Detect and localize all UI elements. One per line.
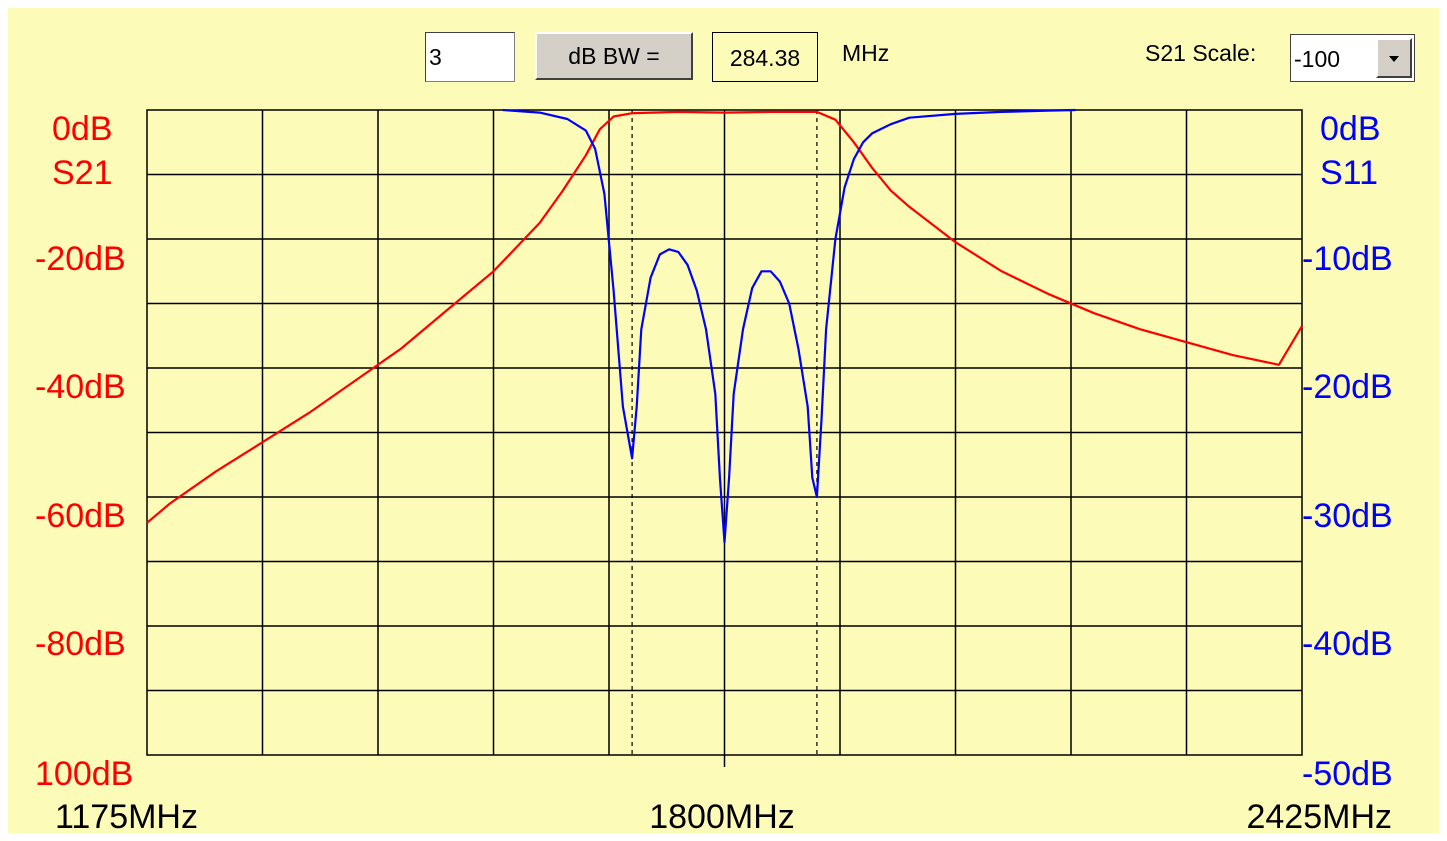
s11-tick-label: -50dB <box>1302 755 1393 793</box>
s11-tick-label: -30dB <box>1302 497 1393 535</box>
s21-tick-label: -80dB <box>35 625 126 663</box>
s11-trace-line <box>502 108 1076 544</box>
s21-tick-label: -40dB <box>35 368 126 406</box>
s11-tick-label: -20dB <box>1302 368 1393 406</box>
s11-tick-label: 0dB <box>1320 110 1381 148</box>
x-tick-label: 1800MHz <box>649 798 795 836</box>
bw-db-input[interactable]: 3 <box>425 32 515 82</box>
axis-labels: 0dB S21 -20dB -40dB -60dB -80dB 100dB 0d… <box>35 110 1393 836</box>
s21-tick-label: -60dB <box>35 497 126 535</box>
db-bw-button[interactable]: dB BW = <box>535 32 693 80</box>
bw-unit-label: MHz <box>842 40 890 66</box>
chevron-down-icon[interactable] <box>1376 38 1412 78</box>
s21-tick-label: -20dB <box>35 240 126 278</box>
chart-panel <box>8 8 1439 833</box>
s11-tick-label: -40dB <box>1302 625 1393 663</box>
x-tick-label: 2425MHz <box>1246 798 1392 836</box>
s21-scale-select[interactable]: -100 <box>1290 34 1415 82</box>
s11-tick-label: -10dB <box>1302 240 1393 278</box>
s21-tick-label: 0dB <box>52 110 113 148</box>
bandwidth-markers <box>631 110 818 755</box>
s21-tick-label: 100dB <box>35 755 133 793</box>
x-tick-label: 1175MHz <box>55 798 198 836</box>
s21-scale-label: S21 Scale: <box>1145 40 1257 66</box>
s21-trace-line <box>146 110 1303 524</box>
plot-grid <box>146 109 1303 767</box>
traces <box>146 108 1303 544</box>
s21-axis-name: S21 <box>52 154 113 192</box>
s11-axis-name: S11 <box>1320 154 1378 192</box>
s21-scale-value: -100 <box>1294 46 1341 72</box>
bw-result-display: 284.38 <box>712 32 818 82</box>
